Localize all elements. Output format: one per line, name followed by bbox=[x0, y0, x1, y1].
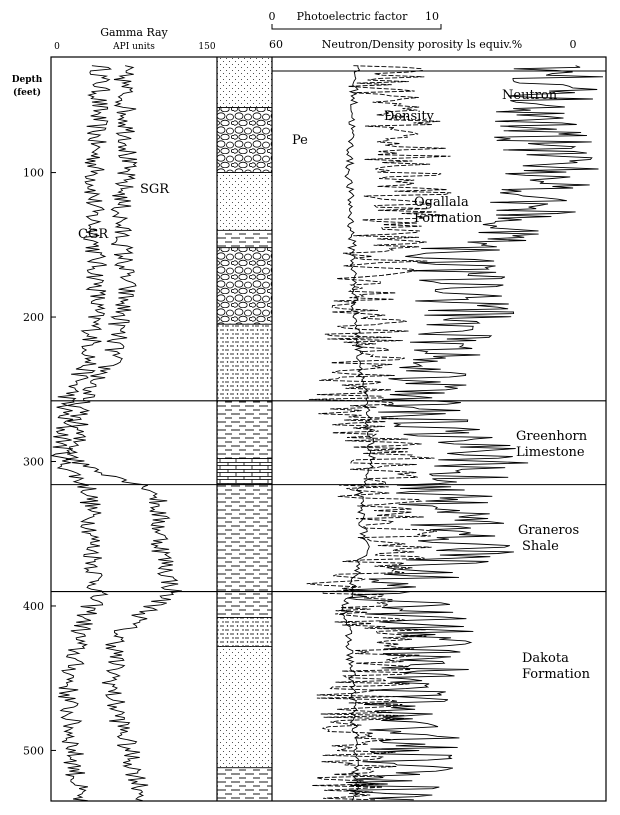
porosity-max-label: 0 bbox=[570, 38, 577, 51]
plot-frame bbox=[50, 56, 607, 802]
formation-label-graneros: Graneros Shale bbox=[518, 523, 579, 554]
porosity-title: Neutron/Density porosity ls equiv.% bbox=[322, 38, 523, 51]
series-line-cgr bbox=[50, 65, 112, 802]
svg-text:Formation: Formation bbox=[522, 667, 591, 682]
gamma-min-label: 0 bbox=[54, 42, 60, 52]
grid-layer bbox=[50, 56, 607, 802]
gamma-units: API units bbox=[112, 42, 155, 52]
lithology-unit-sandstone bbox=[216, 172, 273, 231]
pe-header: 0 Photoelectric factor 10 bbox=[269, 10, 442, 30]
depth-ticks: 100 200 300 400 500 bbox=[23, 167, 56, 757]
svg-text:Shale: Shale bbox=[522, 539, 559, 554]
series-line-neutron bbox=[343, 65, 604, 801]
lithology-unit-shale bbox=[216, 229, 273, 249]
svg-text:Graneros: Graneros bbox=[518, 523, 579, 538]
formation-label-greenhorn: Greenhorn Limestone bbox=[516, 429, 588, 460]
formation-label-ogallala: Ogallala Formation bbox=[414, 195, 483, 226]
pe-max-label: 10 bbox=[425, 10, 439, 23]
lithology-unit-shale bbox=[216, 400, 273, 460]
series-label-cgr: CGR bbox=[78, 227, 109, 242]
curves-layer bbox=[50, 65, 604, 802]
lithology-unit-shale bbox=[216, 591, 273, 618]
gamma-header: Gamma Ray API units 0 150 bbox=[54, 26, 216, 52]
svg-text:Ogallala: Ogallala bbox=[414, 195, 469, 210]
depth-axis-unit: (feet) bbox=[13, 87, 41, 98]
depth-tick-label: 100 bbox=[23, 167, 44, 180]
depth-tick-label: 500 bbox=[23, 744, 44, 757]
porosity-min-label: 60 bbox=[269, 38, 283, 51]
formation-label-dakota: Dakota Formation bbox=[522, 651, 591, 682]
lithology-unit-sandy bbox=[216, 617, 273, 647]
lithology-unit-conglomerate bbox=[216, 247, 273, 325]
depth-tick-label: 300 bbox=[23, 456, 44, 469]
svg-text:Greenhorn: Greenhorn bbox=[516, 429, 588, 444]
svg-text:Dakota: Dakota bbox=[522, 651, 569, 666]
svg-text:Limestone: Limestone bbox=[516, 445, 585, 460]
lithology-column bbox=[216, 56, 273, 802]
series-label-neutron: Neutron bbox=[502, 88, 558, 103]
pe-min-label: 0 bbox=[269, 10, 276, 23]
gamma-max-label: 150 bbox=[198, 42, 215, 52]
lithology-unit-sandstone bbox=[216, 56, 273, 108]
depth-axis-label: Depth bbox=[12, 75, 43, 85]
lithology-unit-sandstone bbox=[216, 646, 273, 769]
porosity-header: 60 Neutron/Density porosity ls equiv.% 0 bbox=[269, 38, 577, 51]
series-label-sgr: SGR bbox=[140, 182, 170, 197]
lithology-unit-shale bbox=[216, 767, 273, 802]
lithology-unit-shale bbox=[216, 484, 273, 592]
lithology-unit-limestone bbox=[216, 458, 273, 486]
lithology-unit-sandy bbox=[216, 323, 273, 402]
depth-tick-label: 200 bbox=[23, 311, 44, 324]
series-label-pe: Pe bbox=[292, 133, 308, 148]
gamma-title: Gamma Ray bbox=[100, 26, 168, 39]
pe-scale-bracket bbox=[271, 24, 442, 30]
lithology-unit-conglomerate bbox=[216, 107, 273, 173]
series-label-density: Density bbox=[384, 109, 435, 124]
pe-title: Photoelectric factor bbox=[297, 10, 409, 23]
svg-text:Formation: Formation bbox=[414, 211, 483, 226]
series-line-sgr bbox=[65, 65, 182, 802]
depth-tick-label: 400 bbox=[23, 600, 44, 613]
